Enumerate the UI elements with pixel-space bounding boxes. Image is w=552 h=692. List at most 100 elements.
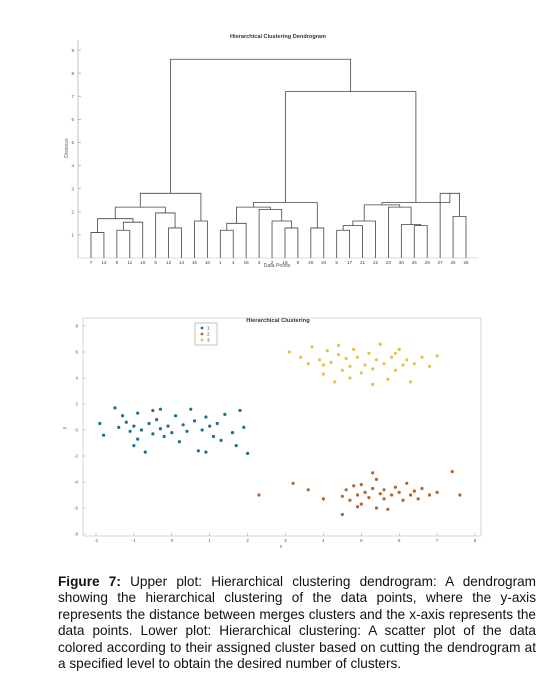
- scatter-y-tick-label: 8: [76, 324, 79, 329]
- scatter-point: [136, 437, 140, 441]
- dendrogram-link: [413, 225, 428, 258]
- scatter-point: [329, 360, 333, 364]
- scatter-point: [371, 486, 375, 491]
- dendrogram-y-tick-label: 9: [71, 48, 74, 53]
- scatter-point: [340, 494, 344, 498]
- dendrogram-leaf-label: 13: [101, 260, 107, 265]
- dendrogram-link: [194, 220, 208, 258]
- dendrogram-xlabel: Data Points: [264, 263, 291, 269]
- dendrogram-leaf-label: 19: [282, 260, 288, 265]
- scatter-x-tick-label: 8: [474, 538, 477, 543]
- dendrogram-leaf-label: 17: [347, 260, 353, 265]
- scatter-point: [408, 380, 413, 384]
- dendrogram-link: [114, 206, 166, 219]
- dendrogram-leaf-labels: 7 13 9 11 10 6 12 14 15 16 1 4 18 3 2 19 8 20 24 5 17 21 22 23 3…: [90, 260, 469, 265]
- scatter-point: [371, 382, 375, 387]
- scatter-point: [420, 355, 424, 359]
- dendrogram-leaf-label: 10: [140, 260, 146, 265]
- scatter-point: [352, 347, 356, 351]
- dendrogram-leaf-label: 21: [360, 260, 366, 265]
- scatter-point: [147, 421, 151, 426]
- scatter-point: [192, 419, 197, 423]
- scatter-point: [162, 434, 166, 439]
- scatter-point: [390, 493, 394, 497]
- scatter-x-tick-label: -1: [132, 538, 136, 543]
- scatter-point: [359, 502, 363, 506]
- scatter-point: [393, 485, 398, 489]
- scatter-point: [128, 429, 132, 433]
- scatter-point: [204, 415, 208, 419]
- scatter-point: [412, 489, 416, 493]
- scatter-point: [321, 497, 325, 501]
- scatter-y-tick-label: -2: [74, 454, 78, 459]
- scatter-point: [139, 428, 144, 432]
- dendrogram-link: [168, 227, 182, 258]
- scatter-point: [101, 433, 106, 437]
- scatter-ylabel: y: [62, 426, 68, 429]
- scatter-point: [170, 431, 174, 435]
- scatter-xlabel: x: [280, 544, 283, 550]
- dendrogram-leaf-label: 20: [308, 260, 314, 265]
- dendrogram-leaf-label: 8: [297, 260, 300, 265]
- scatter-point: [401, 498, 405, 502]
- scatter-point: [181, 423, 185, 427]
- legend-label: 2: [207, 332, 210, 337]
- scatter-point: [435, 354, 439, 358]
- dendrogram-link: [352, 220, 376, 258]
- scatter-point: [367, 351, 371, 355]
- scatter-point: [158, 427, 163, 431]
- scatter-point: [416, 497, 420, 501]
- legend-marker: [200, 338, 204, 342]
- scatter-point: [412, 362, 416, 366]
- scatter-point: [427, 493, 432, 497]
- dendrogram-leaf-label: 9: [116, 260, 119, 265]
- legend-marker: [200, 326, 204, 330]
- scatter-point: [321, 372, 325, 376]
- scatter-point: [223, 412, 227, 416]
- scatter-point: [200, 428, 204, 432]
- scatter-point: [325, 349, 329, 353]
- scatter-point: [310, 345, 314, 349]
- scatter-point: [287, 350, 291, 354]
- scatter-x-tick-label: 6: [398, 538, 401, 543]
- dendrogram-link: [253, 202, 318, 228]
- scatter-point: [340, 368, 344, 372]
- dendrogram-link: [90, 232, 105, 258]
- scatter-point: [363, 490, 367, 494]
- scatter-point: [234, 444, 238, 448]
- dendrogram-link: [226, 222, 247, 258]
- dendrogram-title: Hierarchical Clustering Dendrogram: [230, 34, 326, 40]
- scatter-point: [242, 425, 246, 429]
- dendrogram-leaf-label: 11: [127, 260, 132, 265]
- scatter-point: [386, 377, 390, 381]
- scatter-point: [458, 493, 462, 497]
- scatter-point: [374, 506, 379, 510]
- dendrogram-ylabel: Distance: [64, 138, 70, 158]
- scatter-point: [367, 496, 371, 500]
- scatter-point: [450, 470, 454, 474]
- dendrogram-link: [388, 206, 412, 258]
- scatter-point: [374, 358, 379, 362]
- dendrogram-leaf-label: 7: [90, 260, 93, 265]
- scatter-point: [306, 488, 310, 492]
- scatter-plot-frame: [82, 317, 482, 537]
- scatter-point: [359, 483, 363, 487]
- dendrogram-leaf-label: 25: [412, 260, 418, 265]
- scatter-point: [117, 425, 121, 429]
- dendrogram-leaf-label: 12: [166, 260, 172, 265]
- scatter-point: [420, 486, 424, 491]
- dendrogram-link: [116, 229, 131, 258]
- dendrogram-leaf-label: 24: [321, 260, 327, 265]
- figure-caption: Figure 7: Upper plot: Hierarchical clust…: [58, 574, 536, 672]
- scatter-point: [393, 368, 398, 372]
- dendrogram-leaf-label: 28: [463, 260, 469, 265]
- dendrogram-link: [310, 227, 325, 258]
- scatter-x-tick-label: 2: [246, 538, 249, 543]
- dendrogram-leaf-label: 14: [179, 260, 185, 265]
- scatter-point: [374, 477, 379, 481]
- dendrogram-y-tick-label: 7: [71, 94, 74, 99]
- scatter-legend: 123: [194, 322, 218, 346]
- scatter-point: [355, 493, 360, 497]
- scatter-point: [405, 481, 409, 485]
- dendrogram-link: [258, 209, 283, 258]
